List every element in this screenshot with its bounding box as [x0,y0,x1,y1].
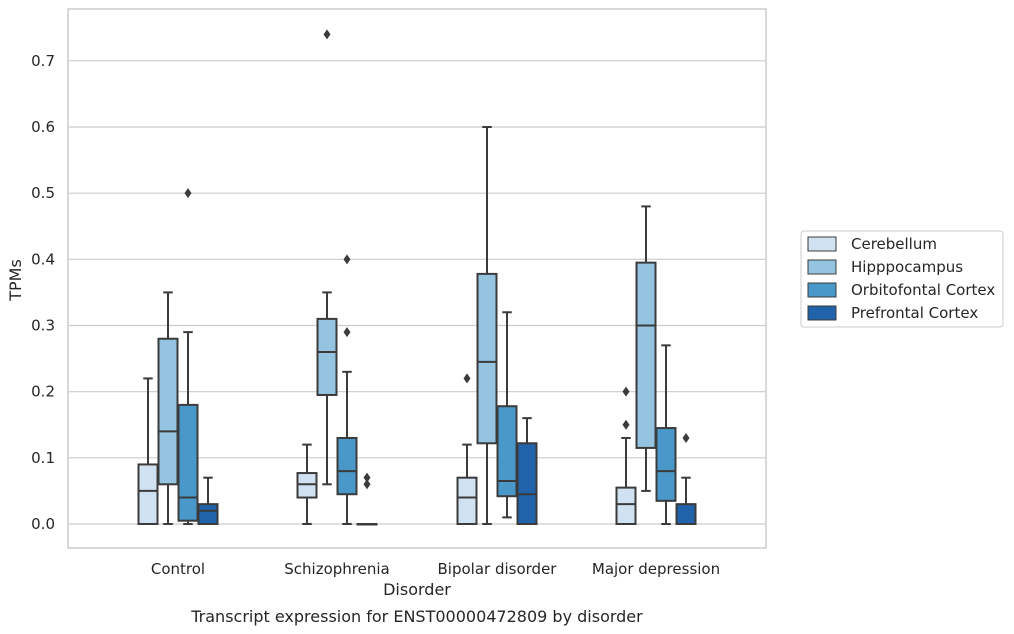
legend-swatch [807,236,837,252]
box-body [456,476,478,525]
legend: Cerebellum Hipppocampus Orbitofontal Corte… [800,230,1004,328]
x-tick-label: Control [151,560,205,578]
box-body [197,503,219,525]
box-body [157,337,179,486]
box-body [496,405,518,498]
box-hipppocampus [476,126,498,525]
box-plots [137,29,697,526]
box-cerebellum [615,386,637,526]
box-orbitofontal-cortex [177,188,199,525]
box-body [316,317,338,396]
y-tick-label: 0.4 [31,250,55,268]
plot-frame [67,8,767,549]
box-body [476,272,498,445]
y-tick-label: 0.0 [31,515,55,533]
outlier-point [343,327,351,338]
outlier-point [184,188,192,199]
box-body [336,436,358,496]
y-axis-title: TPMs [6,259,25,302]
chart-caption: Transcript expression for ENST0000047280… [190,607,643,626]
legend-label: Cerebellum [851,235,937,253]
box-hipppocampus [635,205,657,492]
box-prefrontal-cortex [675,432,697,525]
box-orbitofontal-cortex [336,254,358,525]
box-cerebellum [456,373,478,525]
box-orbitofontal-cortex [496,311,518,519]
box-cerebellum [137,377,159,526]
y-tick-label: 0.6 [31,118,55,136]
box-body [675,503,697,525]
legend-frame [800,230,1004,328]
box-body [655,427,677,502]
legend-swatch [807,282,837,298]
box-prefrontal-cortex [516,417,538,526]
outlier-point [323,29,331,40]
outlier-point [682,432,690,443]
x-axis-title: Disorder [383,580,451,599]
y-tick-label: 0.5 [31,184,55,202]
x-axis-ticks: Control Schizophrenia Bipolar disorder Majo… [151,560,720,578]
x-tick-label: Bipolar disorder [438,560,558,578]
box-cerebellum [296,443,318,525]
box-body [177,403,199,522]
box-body [516,442,538,526]
y-tick-label: 0.7 [31,52,55,70]
outlier-point [463,373,471,384]
y-tick-label: 0.2 [31,383,55,401]
outlier-point [363,479,371,490]
legend-label: Orbitofontal Cortex [851,281,995,299]
y-tick-label: 0.3 [31,317,55,335]
box-orbitofontal-cortex [655,344,677,525]
legend-label: Hipppocampus [851,258,963,276]
x-tick-label: Schizophrenia [284,560,389,578]
legend-swatch [807,259,837,275]
box-body [635,261,657,449]
y-tick-label: 0.1 [31,449,55,467]
box-prefrontal-cortex [356,472,378,526]
legend-swatch [807,305,837,321]
x-tick-label: Major depression [592,560,720,578]
outlier-point [343,254,351,265]
outlier-point [622,386,630,397]
y-axis-ticks: 0.0 0.1 0.2 0.3 0.4 0.5 0.6 0.7 [31,52,55,533]
box-hipppocampus [316,29,338,486]
box-body [137,463,159,526]
legend-label: Prefrontal Cortex [851,304,978,322]
outlier-point [363,472,371,483]
box-prefrontal-cortex [197,476,219,525]
box-body [615,486,637,526]
outlier-point [622,419,630,430]
